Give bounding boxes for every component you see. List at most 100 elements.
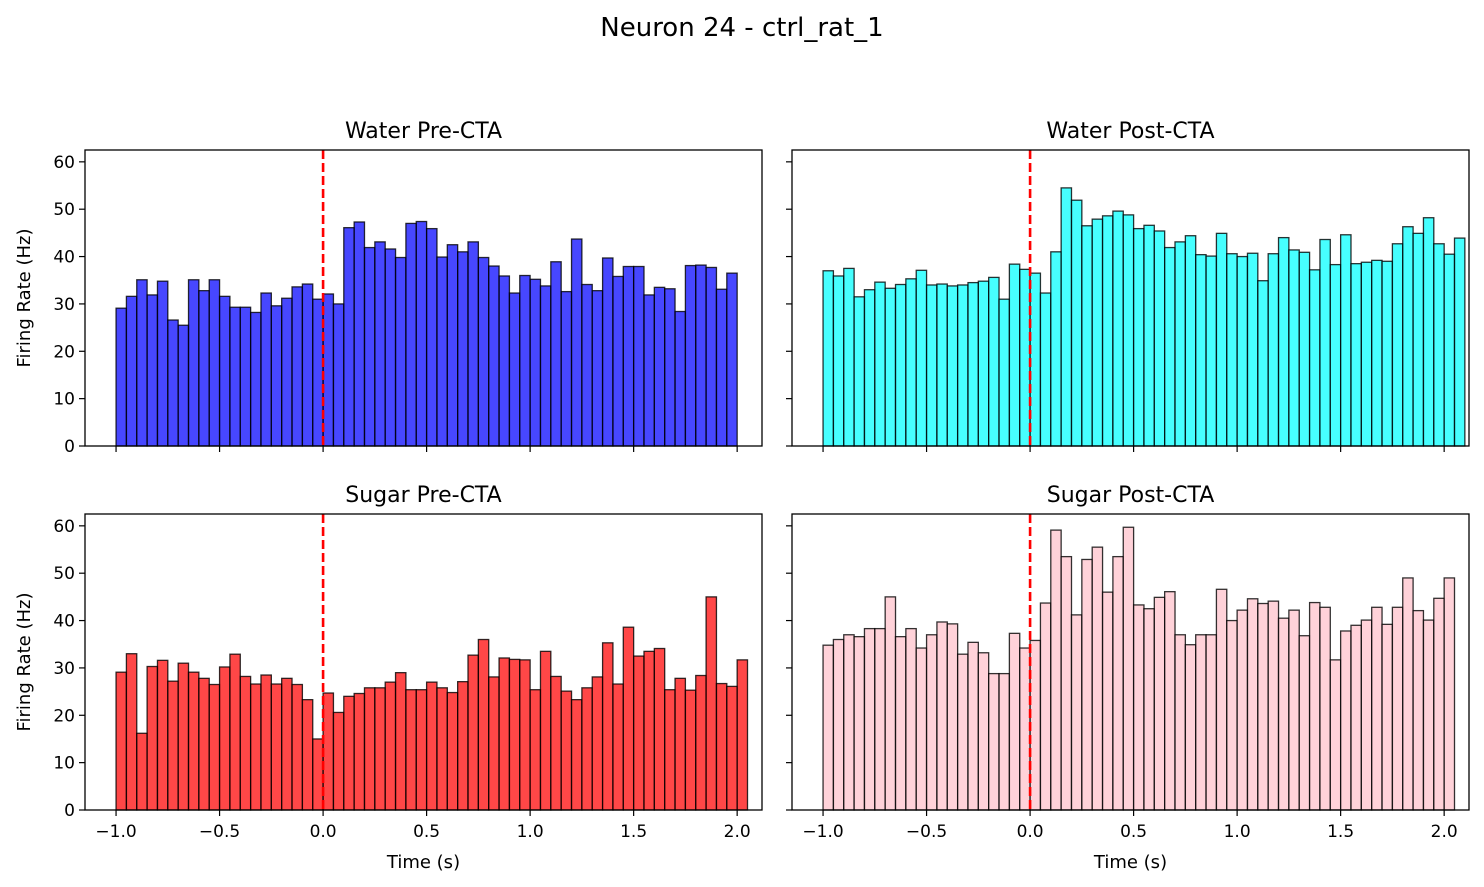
histogram-bar <box>1226 253 1238 447</box>
histogram-bar <box>1288 249 1300 447</box>
histogram-bar <box>832 275 845 447</box>
histogram-bar <box>1060 187 1073 447</box>
histogram-bar <box>301 699 314 811</box>
histogram-bar <box>653 286 666 447</box>
histogram-bar <box>519 659 531 811</box>
histogram-bar <box>136 279 148 447</box>
histogram-bar <box>477 256 490 447</box>
histogram-bar <box>488 265 500 447</box>
x-tick-label: 2.0 <box>1431 822 1458 842</box>
histogram-bar <box>1257 280 1269 447</box>
histogram-bar <box>1381 623 1394 811</box>
histogram-bar <box>894 283 907 447</box>
histogram-bar <box>1039 602 1052 811</box>
histogram-bar <box>436 256 448 447</box>
x-tick-label: −1.0 <box>802 822 843 842</box>
histogram-bar <box>674 310 687 447</box>
histogram-bar <box>1277 236 1290 447</box>
histogram-bar <box>967 281 979 447</box>
histogram-bar <box>529 278 542 447</box>
histogram-bar <box>1267 253 1280 447</box>
histogram-bar <box>1215 588 1228 811</box>
histogram-bar <box>925 634 938 811</box>
histogram-bar <box>591 676 604 811</box>
histogram-bar <box>125 295 138 447</box>
histogram-bar <box>884 596 897 811</box>
histogram-bar <box>467 241 480 447</box>
histogram-bar <box>405 222 417 447</box>
histogram-bar <box>1433 597 1445 811</box>
histogram-bar <box>1381 260 1394 447</box>
histogram-bar <box>322 692 335 811</box>
histogram-bar <box>1257 602 1269 811</box>
histogram-bar <box>1402 226 1414 447</box>
y-tick-label: 30 <box>53 295 75 315</box>
y-tick-label: 50 <box>53 200 75 220</box>
histogram-bar <box>125 653 138 811</box>
histogram-bar <box>905 627 917 811</box>
histogram-bar <box>632 655 645 811</box>
histogram-bar <box>1112 210 1124 447</box>
histogram-bar <box>508 292 521 447</box>
histogram-bar <box>260 292 272 447</box>
histogram-bar <box>1122 526 1135 811</box>
x-tick-label: 1.5 <box>1327 822 1354 842</box>
histogram-bar <box>684 264 697 447</box>
histogram-bar <box>446 244 459 447</box>
histogram-bar <box>322 293 335 447</box>
histogram-bar <box>239 675 252 811</box>
histogram-bar <box>270 683 283 811</box>
histogram-bar <box>1226 619 1238 811</box>
y-tick-label: 0 <box>64 801 75 821</box>
histogram-bar <box>705 266 718 447</box>
histogram-bar <box>457 251 469 447</box>
histogram-bar <box>229 306 241 447</box>
panel-0: Water Pre-CTA 0 10 20 30 40 50 60 Firing Rate (H… <box>14 119 763 457</box>
histogram-bar <box>622 626 635 811</box>
histogram-bar <box>581 283 593 447</box>
histogram-bar <box>508 658 521 811</box>
histogram-bar <box>425 227 438 447</box>
bars <box>115 220 738 447</box>
histogram-bar <box>539 285 552 447</box>
histogram-bar <box>853 296 866 447</box>
histogram-bar <box>977 652 990 811</box>
histogram-bar <box>312 738 324 811</box>
panel-title: Water Post-CTA <box>1046 119 1214 144</box>
histogram-bar <box>1143 224 1155 447</box>
histogram-bar <box>1277 617 1290 811</box>
histogram-bar <box>1195 634 1207 811</box>
histogram-bar <box>705 596 718 811</box>
histogram-bar <box>946 285 959 447</box>
histogram-bar <box>581 687 593 811</box>
histogram-bar <box>446 691 459 811</box>
x-tick-label: 0.5 <box>1120 822 1147 842</box>
histogram-bar <box>146 294 159 447</box>
histogram-bar <box>988 672 1000 811</box>
histogram-bar <box>1050 251 1062 447</box>
histogram-bar <box>1060 555 1073 811</box>
histogram-bar <box>136 732 148 811</box>
histogram-bar <box>1246 252 1259 447</box>
x-tick-label: 1.0 <box>517 822 544 842</box>
histogram-bar <box>415 689 428 811</box>
histogram-bar <box>956 284 969 447</box>
histogram-bar <box>643 650 655 811</box>
histogram-bar <box>218 295 231 447</box>
histogram-bar <box>570 699 583 811</box>
histogram-bar <box>1081 558 1093 811</box>
y-tick-label: 10 <box>53 754 75 774</box>
histogram-bar <box>1412 232 1425 447</box>
histogram-bar <box>1184 235 1197 447</box>
histogram-bar <box>363 246 376 447</box>
histogram-bar <box>270 305 283 447</box>
histogram-bar <box>715 288 728 447</box>
histogram-bar <box>874 281 886 447</box>
histogram-bar <box>1288 609 1300 811</box>
panels-group: Water Pre-CTA 0 10 20 30 40 50 60 Firing Rate (H… <box>14 119 1470 873</box>
histogram-bar <box>643 294 655 447</box>
histogram-bar <box>1443 577 1456 811</box>
histogram-bar <box>1205 634 1218 811</box>
histogram-bar <box>1402 577 1414 811</box>
